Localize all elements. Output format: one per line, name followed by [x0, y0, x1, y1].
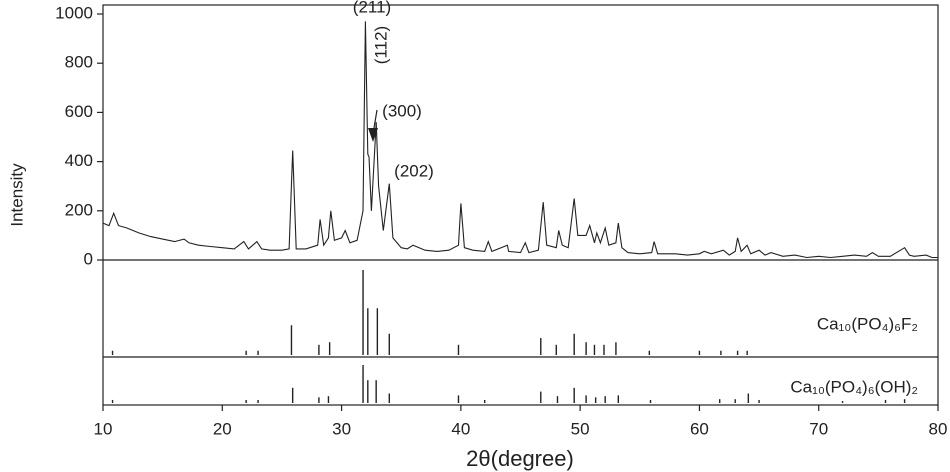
- x-tick-label: 40: [451, 419, 470, 438]
- x-tick-label: 10: [94, 419, 113, 438]
- y-tick-label: 600: [65, 102, 93, 121]
- y-tick-label: 400: [65, 151, 93, 170]
- reference-label: Ca₁₀(PO₄)₆F₂: [817, 314, 918, 333]
- y-tick-label: 200: [65, 200, 93, 219]
- x-tick-label: 30: [332, 419, 351, 438]
- xrd-line: [102, 21, 938, 259]
- x-tick-label: 70: [809, 419, 828, 438]
- peak-annotation: (202): [394, 161, 434, 180]
- x-tick-label: 60: [690, 419, 709, 438]
- peak-annotation: (112): [371, 26, 390, 64]
- y-tick-label: 0: [84, 249, 93, 268]
- annotation-arrowhead: [368, 128, 378, 142]
- y-tick-label: 800: [65, 53, 93, 72]
- peak-annotation: (300): [382, 101, 422, 120]
- x-tick-label: 20: [213, 419, 232, 438]
- x-tick-label: 50: [571, 419, 590, 438]
- y-axis-title: Intensity: [7, 163, 26, 227]
- y-tick-label: 1000: [55, 3, 93, 22]
- peak-annotation: (211): [353, 0, 391, 16]
- reference-label: Ca₁₀(PO₄)₆(OH)₂: [790, 377, 918, 396]
- plot-frame: [102, 4, 939, 406]
- x-axis-title: 2θ(degree): [466, 446, 574, 471]
- x-tick-label: 80: [929, 419, 948, 438]
